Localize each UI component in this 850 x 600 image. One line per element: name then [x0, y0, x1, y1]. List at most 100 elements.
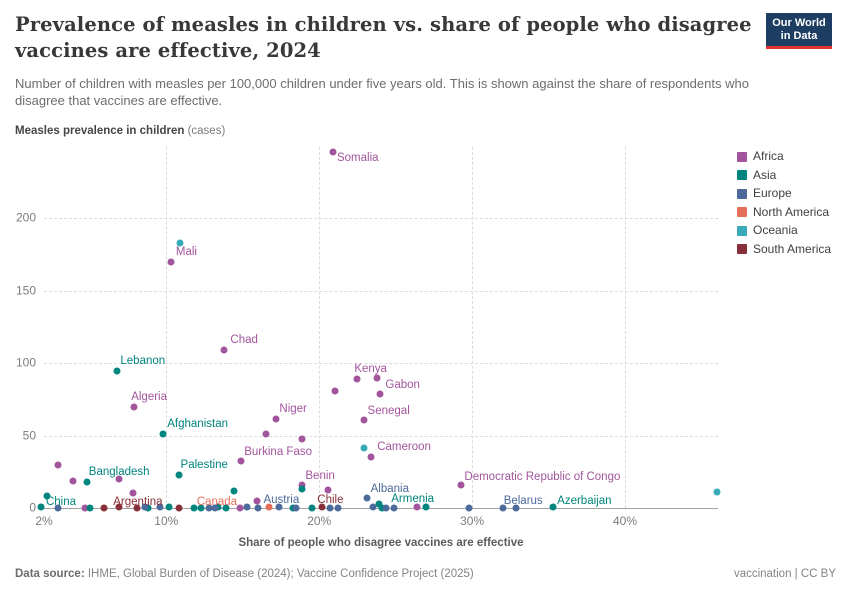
data-point-palestine[interactable] — [175, 471, 183, 479]
point-label-cameroon[interactable]: Cameroon — [377, 441, 431, 454]
data-point-unlabeled[interactable] — [378, 504, 386, 512]
data-point-argentina[interactable] — [133, 504, 141, 512]
data-point-armenia[interactable] — [422, 503, 430, 511]
data-point-unlabeled[interactable] — [115, 475, 123, 483]
point-label-chile[interactable]: Chile — [317, 494, 344, 507]
data-point-afghanistan[interactable] — [159, 430, 167, 438]
data-point-somalia[interactable] — [329, 148, 337, 156]
point-label-chad[interactable]: Chad — [230, 333, 258, 346]
data-point-unlabeled[interactable] — [390, 504, 398, 512]
point-label-democratic-republic-of-congo[interactable]: Democratic Republic of Congo — [464, 470, 621, 483]
data-point-unlabeled[interactable] — [54, 504, 62, 512]
data-point-unlabeled[interactable] — [382, 504, 390, 512]
footer-license-link[interactable]: vaccination | CC BY — [733, 568, 836, 580]
data-point-unlabeled[interactable] — [353, 375, 361, 383]
point-label-china[interactable]: China — [45, 496, 76, 509]
data-point-azerbaijan[interactable] — [549, 503, 557, 511]
point-label-argentina[interactable]: Argentina — [113, 495, 163, 508]
data-point-unlabeled[interactable] — [236, 504, 244, 512]
legend-item-north-america[interactable]: North America — [737, 205, 831, 219]
data-point-algeria[interactable] — [130, 403, 138, 410]
legend-item-africa[interactable]: Africa — [737, 150, 831, 163]
point-label-kenya[interactable]: Kenya — [354, 363, 387, 376]
legend-item-europe[interactable]: Europe — [737, 187, 831, 200]
point-label-somalia[interactable]: Somalia — [336, 152, 379, 165]
data-point-chad[interactable] — [220, 346, 228, 354]
data-point-austria[interactable] — [275, 503, 283, 511]
data-point-unlabeled[interactable] — [190, 504, 198, 512]
point-label-palestine[interactable]: Palestine — [180, 458, 228, 471]
point-label-algeria[interactable]: Algeria — [131, 390, 168, 403]
data-point-unlabeled[interactable] — [254, 504, 262, 512]
data-point-belarus[interactable] — [499, 504, 507, 512]
data-point-mali[interactable] — [167, 258, 175, 265]
data-point-lebanon[interactable] — [113, 367, 121, 375]
point-label-niger[interactable]: Niger — [279, 402, 307, 415]
data-point-unlabeled[interactable] — [375, 500, 383, 508]
data-point-unlabeled[interactable] — [253, 497, 261, 505]
data-point-unlabeled[interactable] — [205, 504, 213, 512]
data-point-gabon[interactable] — [376, 390, 384, 398]
data-point-kenya[interactable] — [373, 374, 381, 382]
data-point-unlabeled[interactable] — [176, 239, 184, 247]
point-label-armenia[interactable]: Armenia — [391, 493, 435, 506]
point-label-bangladesh[interactable]: Bangladesh — [88, 465, 150, 478]
data-point-unlabeled[interactable] — [292, 504, 300, 512]
data-point-unlabeled[interactable] — [324, 486, 332, 494]
point-label-lebanon[interactable]: Lebanon — [120, 354, 166, 367]
data-point-albania[interactable] — [363, 494, 371, 502]
data-point-unlabeled[interactable] — [156, 503, 164, 511]
data-point-unlabeled[interactable] — [331, 387, 338, 395]
point-label-gabon[interactable]: Gabon — [385, 379, 420, 392]
point-label-canada[interactable]: Canada — [196, 495, 238, 508]
data-point-unlabeled[interactable] — [369, 503, 377, 511]
data-point-unlabeled[interactable] — [86, 504, 94, 512]
data-point-unlabeled[interactable] — [81, 504, 89, 512]
legend-item-south-america[interactable]: South America — [737, 242, 831, 256]
data-point-unlabeled[interactable] — [129, 489, 137, 497]
data-point-chile[interactable] — [318, 503, 326, 511]
data-point-unlabeled[interactable] — [326, 504, 334, 512]
data-point-unlabeled[interactable] — [262, 430, 270, 438]
data-point-unlabeled[interactable] — [165, 503, 173, 511]
data-point-niger[interactable] — [272, 415, 280, 423]
point-label-senegal[interactable]: Senegal — [367, 405, 410, 418]
data-point-unlabeled[interactable] — [69, 477, 77, 485]
data-point-unlabeled[interactable] — [413, 503, 421, 511]
legend-item-oceania[interactable]: Oceania — [737, 224, 831, 237]
data-point-bangladesh[interactable] — [83, 478, 91, 486]
data-point-unlabeled[interactable] — [197, 504, 205, 512]
data-point-unlabeled[interactable] — [308, 504, 316, 512]
data-point-unlabeled[interactable] — [211, 504, 219, 512]
data-point-unlabeled[interactable] — [360, 444, 368, 452]
data-point-unlabeled[interactable] — [334, 504, 342, 512]
point-label-afghanistan[interactable]: Afghanistan — [167, 418, 228, 431]
data-point-unlabeled[interactable] — [175, 504, 183, 512]
data-point-unlabeled[interactable] — [512, 504, 520, 512]
data-point-china[interactable] — [37, 503, 45, 511]
data-point-unlabeled[interactable] — [298, 485, 306, 493]
data-point-unlabeled[interactable] — [115, 503, 123, 511]
legend-item-asia[interactable]: Asia — [737, 168, 831, 182]
data-point-unlabeled[interactable] — [465, 504, 473, 512]
owid-logo[interactable]: Our World in Data — [766, 13, 832, 49]
data-point-canada[interactable] — [265, 503, 273, 511]
data-point-benin[interactable] — [298, 481, 306, 489]
data-point-cameroon[interactable] — [367, 453, 375, 461]
data-point-unlabeled[interactable] — [141, 503, 149, 511]
data-point-unlabeled[interactable] — [54, 461, 62, 468]
data-point-burkina-faso[interactable] — [237, 457, 245, 465]
data-point-unlabeled[interactable] — [43, 492, 51, 500]
point-label-belarus[interactable]: Belarus — [503, 494, 543, 507]
data-point-unlabeled[interactable] — [713, 488, 721, 496]
data-point-unlabeled[interactable] — [243, 503, 251, 511]
data-point-democratic-republic-of-congo[interactable] — [457, 481, 465, 489]
point-label-burkina-faso[interactable]: Burkina Faso — [244, 445, 312, 458]
point-label-albania[interactable]: Albania — [370, 482, 409, 495]
data-point-unlabeled[interactable] — [230, 487, 238, 495]
data-point-unlabeled[interactable] — [100, 504, 108, 512]
data-point-unlabeled[interactable] — [298, 435, 306, 443]
point-label-benin[interactable]: Benin — [305, 469, 335, 482]
point-label-mali[interactable]: Mali — [175, 245, 197, 258]
data-point-senegal[interactable] — [360, 416, 368, 424]
